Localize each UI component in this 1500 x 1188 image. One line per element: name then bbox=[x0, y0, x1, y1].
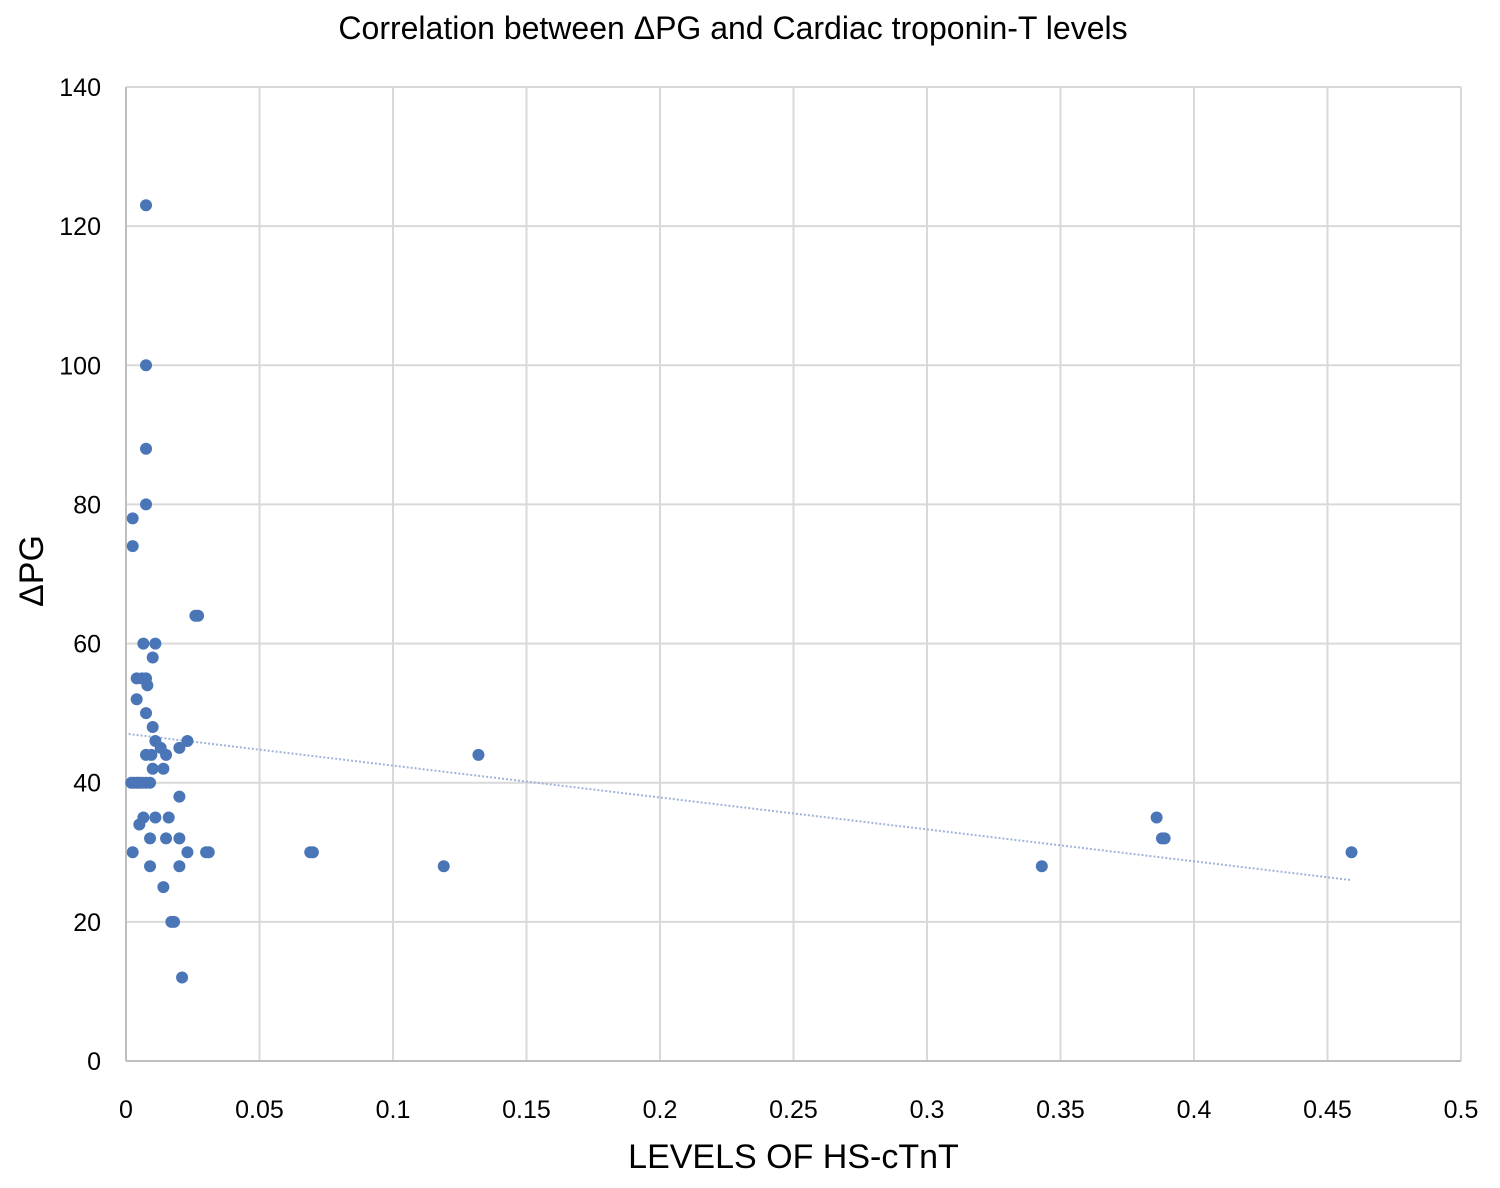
data-point bbox=[181, 734, 194, 747]
data-point bbox=[173, 790, 186, 803]
data-point bbox=[146, 651, 159, 664]
data-point bbox=[137, 637, 150, 650]
data-point bbox=[472, 748, 485, 761]
y-tick-label: 60 bbox=[73, 631, 101, 659]
data-point bbox=[126, 846, 139, 859]
chart-title: Correlation between ΔPG and Cardiac trop… bbox=[338, 10, 1128, 46]
data-point bbox=[306, 846, 319, 859]
data-point bbox=[146, 762, 159, 775]
data-point bbox=[140, 707, 153, 720]
y-tick-label: 100 bbox=[59, 352, 101, 380]
data-point bbox=[160, 832, 173, 845]
x-tick-label: 0 bbox=[119, 1096, 133, 1124]
data-point bbox=[140, 442, 153, 455]
data-point bbox=[176, 971, 189, 984]
x-tick-label: 0.25 bbox=[769, 1096, 818, 1124]
y-tick-label: 80 bbox=[73, 491, 101, 519]
data-point bbox=[130, 693, 143, 706]
y-tick-label: 0 bbox=[87, 1048, 101, 1076]
axes bbox=[125, 87, 1461, 1062]
y-tick-label: 140 bbox=[59, 74, 101, 102]
data-point bbox=[1158, 832, 1171, 845]
data-point bbox=[145, 748, 158, 761]
data-point bbox=[141, 679, 154, 692]
data-point bbox=[437, 860, 450, 873]
x-tick-label: 0.2 bbox=[643, 1096, 678, 1124]
data-point bbox=[144, 832, 157, 845]
y-tick-label: 20 bbox=[73, 909, 101, 937]
x-tick-label: 0.45 bbox=[1303, 1096, 1352, 1124]
x-tick-label: 0.5 bbox=[1444, 1096, 1479, 1124]
data-point bbox=[157, 881, 170, 894]
data-point bbox=[181, 846, 194, 859]
data-point bbox=[173, 832, 186, 845]
y-tick-label: 120 bbox=[59, 213, 101, 241]
grid-lines bbox=[125, 86, 1462, 1062]
x-tick-label: 0.35 bbox=[1036, 1096, 1085, 1124]
trendline-group bbox=[128, 733, 1352, 882]
data-point bbox=[144, 776, 157, 789]
x-tick-label: 0.05 bbox=[235, 1096, 284, 1124]
trendline bbox=[128, 733, 1352, 882]
data-point bbox=[146, 721, 159, 734]
data-point bbox=[126, 540, 139, 553]
y-tick-label: 40 bbox=[73, 770, 101, 798]
x-tick-label: 0.4 bbox=[1177, 1096, 1212, 1124]
data-point bbox=[1150, 811, 1163, 824]
data-point bbox=[173, 741, 186, 754]
data-point bbox=[160, 748, 173, 761]
data-point bbox=[1345, 846, 1358, 859]
x-tick-label: 0.1 bbox=[376, 1096, 411, 1124]
data-point bbox=[162, 811, 175, 824]
data-point bbox=[149, 637, 162, 650]
data-point bbox=[140, 498, 153, 511]
x-tick-label: 0.15 bbox=[502, 1096, 551, 1124]
x-tick-label: 0.3 bbox=[910, 1096, 945, 1124]
data-point bbox=[140, 199, 153, 212]
tick-labels: 0 0.05 0.1 0.15 0.2 0.25 0.3 0.35 0.4 0.45 0.5 0 20 4… bbox=[59, 74, 1478, 1124]
data-point bbox=[144, 860, 157, 873]
data-point bbox=[149, 811, 162, 824]
data-point bbox=[157, 762, 170, 775]
data-point bbox=[1035, 860, 1048, 873]
y-axis-title: ΔPG bbox=[13, 535, 51, 607]
x-axis-title: LEVELS OF HS-cTnT bbox=[628, 1138, 959, 1176]
data-point bbox=[192, 609, 205, 622]
data-point bbox=[133, 818, 146, 831]
data-points bbox=[125, 199, 1358, 984]
data-point bbox=[202, 846, 215, 859]
data-point bbox=[126, 512, 139, 525]
data-point bbox=[168, 915, 181, 928]
data-point bbox=[173, 860, 186, 873]
data-point bbox=[140, 359, 153, 372]
